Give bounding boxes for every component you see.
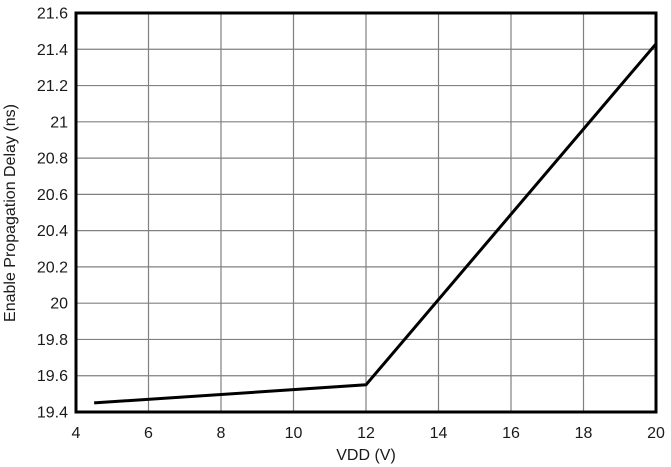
y-tick-label: 20.4 (37, 223, 68, 240)
x-tick-label: 18 (575, 425, 593, 442)
y-tick-label: 21.4 (37, 42, 68, 59)
y-tick-label: 19.6 (37, 368, 68, 385)
plot-border (74, 11, 658, 414)
x-tick-label: 20 (647, 425, 665, 442)
x-tick-label: 12 (357, 425, 375, 442)
x-tick-label: 4 (72, 425, 81, 442)
data-series-layer (94, 42, 658, 405)
y-tick-label: 20 (50, 296, 68, 313)
x-tick-label: 6 (144, 425, 153, 442)
x-tick-label: 16 (502, 425, 520, 442)
data-line (94, 42, 658, 405)
y-tick-label: 20.8 (37, 151, 68, 168)
y-tick-label: 20.2 (37, 259, 68, 276)
tick-labels-layer: 4 6 8 10 12 14 16 18 20 19.4 19.6 19.8 20 20.2 20.4 20.… (37, 6, 665, 443)
y-tick-label: 20.6 (37, 187, 68, 204)
y-axis-title: Enable Propagation Delay (ns) (2, 104, 19, 322)
y-tick-label: 21.2 (37, 78, 68, 95)
x-axis-title: VDD (V) (336, 447, 396, 464)
y-tick-label: 21.6 (37, 6, 68, 23)
gridlines-layer (76, 13, 656, 412)
x-tick-label: 8 (217, 425, 226, 442)
x-tick-label: 10 (285, 425, 303, 442)
y-tick-label: 19.8 (37, 332, 68, 349)
x-tick-label: 14 (430, 425, 448, 442)
y-tick-label: 19.4 (37, 405, 68, 422)
y-tick-label: 21 (50, 114, 68, 131)
